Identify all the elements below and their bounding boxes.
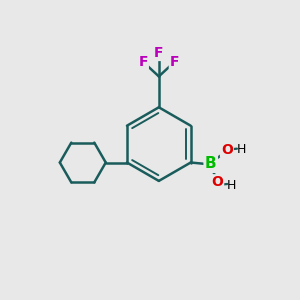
Text: F: F: [169, 55, 179, 69]
Text: H: H: [237, 143, 246, 156]
Text: O: O: [211, 175, 223, 189]
Text: H: H: [227, 179, 236, 192]
Text: F: F: [154, 46, 164, 60]
Text: O: O: [221, 143, 233, 157]
Text: F: F: [139, 55, 148, 69]
Text: B: B: [205, 157, 217, 172]
